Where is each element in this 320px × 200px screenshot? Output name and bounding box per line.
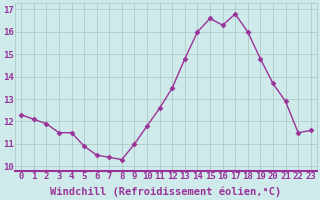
X-axis label: Windchill (Refroidissement éolien,°C): Windchill (Refroidissement éolien,°C) <box>50 187 282 197</box>
